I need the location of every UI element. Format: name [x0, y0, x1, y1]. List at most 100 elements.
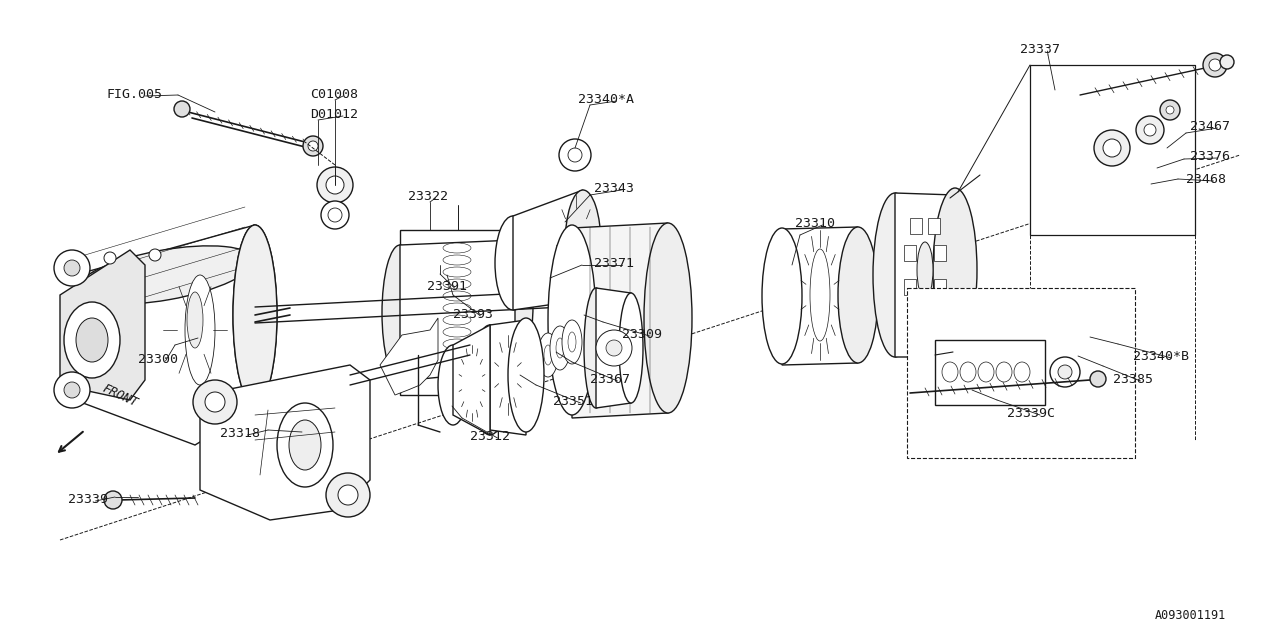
Text: 23318: 23318	[220, 427, 260, 440]
Circle shape	[1091, 371, 1106, 387]
Ellipse shape	[548, 225, 596, 415]
Circle shape	[1137, 116, 1164, 144]
Text: FIG.005: FIG.005	[108, 88, 163, 101]
Circle shape	[596, 330, 632, 366]
Ellipse shape	[1103, 139, 1121, 157]
Ellipse shape	[916, 242, 933, 298]
Circle shape	[308, 141, 317, 151]
Circle shape	[174, 101, 189, 117]
Circle shape	[326, 473, 370, 517]
Polygon shape	[782, 227, 858, 365]
Ellipse shape	[960, 362, 977, 382]
Polygon shape	[200, 365, 370, 520]
Bar	[908, 288, 1135, 458]
Ellipse shape	[443, 291, 471, 301]
Bar	[910, 307, 922, 323]
Circle shape	[321, 201, 349, 229]
Text: 23468: 23468	[1187, 173, 1226, 186]
Bar	[905, 279, 916, 295]
Polygon shape	[453, 325, 490, 435]
Ellipse shape	[438, 345, 468, 425]
Ellipse shape	[443, 267, 471, 277]
Ellipse shape	[933, 188, 977, 352]
Ellipse shape	[556, 338, 564, 358]
Circle shape	[1210, 59, 1221, 71]
Ellipse shape	[186, 275, 215, 385]
Text: 23371: 23371	[594, 257, 634, 270]
Circle shape	[303, 136, 323, 156]
Polygon shape	[895, 193, 955, 357]
Ellipse shape	[497, 240, 532, 370]
Text: 23310: 23310	[795, 217, 835, 230]
Text: 23309: 23309	[622, 328, 662, 341]
Ellipse shape	[544, 345, 552, 365]
Text: 23393: 23393	[453, 308, 493, 321]
Polygon shape	[490, 320, 526, 435]
Text: 23385: 23385	[1114, 373, 1153, 386]
Circle shape	[1203, 53, 1228, 77]
Ellipse shape	[550, 326, 570, 370]
Text: 23391: 23391	[428, 280, 467, 293]
Circle shape	[104, 252, 116, 264]
Ellipse shape	[538, 333, 558, 377]
Polygon shape	[596, 288, 631, 408]
Circle shape	[317, 167, 353, 203]
Bar	[933, 279, 946, 295]
Ellipse shape	[873, 193, 916, 357]
Circle shape	[568, 148, 582, 162]
Bar	[928, 218, 940, 234]
Ellipse shape	[233, 225, 276, 405]
Ellipse shape	[620, 293, 643, 403]
Ellipse shape	[64, 302, 120, 378]
Polygon shape	[399, 240, 515, 381]
Ellipse shape	[810, 249, 829, 341]
Text: 23340*A: 23340*A	[579, 93, 634, 106]
Text: 23367: 23367	[590, 373, 630, 386]
Text: D01012: D01012	[310, 108, 358, 121]
Circle shape	[54, 250, 90, 286]
Circle shape	[1050, 357, 1080, 387]
Ellipse shape	[443, 339, 471, 349]
Circle shape	[1160, 100, 1180, 120]
Text: 23312: 23312	[470, 430, 509, 443]
Bar	[934, 340, 1044, 405]
Circle shape	[338, 485, 358, 505]
Text: 23351: 23351	[553, 395, 593, 408]
Text: FRONT: FRONT	[100, 382, 140, 410]
Ellipse shape	[77, 246, 253, 304]
Polygon shape	[76, 225, 255, 445]
Circle shape	[104, 491, 122, 509]
Ellipse shape	[508, 318, 544, 432]
Ellipse shape	[942, 362, 957, 382]
Ellipse shape	[443, 243, 471, 253]
Ellipse shape	[1094, 130, 1130, 166]
Circle shape	[148, 249, 161, 261]
Circle shape	[205, 392, 225, 412]
Text: 23376: 23376	[1190, 150, 1230, 163]
Ellipse shape	[443, 303, 471, 313]
Bar	[933, 245, 946, 261]
Bar	[1030, 65, 1196, 235]
Ellipse shape	[996, 362, 1012, 382]
Text: 23467: 23467	[1190, 120, 1230, 133]
Circle shape	[1059, 365, 1073, 379]
Polygon shape	[513, 190, 582, 310]
Circle shape	[64, 260, 79, 276]
Ellipse shape	[584, 288, 608, 408]
Text: 23340*B: 23340*B	[1133, 350, 1189, 363]
Bar	[910, 218, 922, 234]
Ellipse shape	[443, 327, 471, 337]
Ellipse shape	[443, 255, 471, 265]
Ellipse shape	[233, 225, 276, 405]
Circle shape	[1166, 106, 1174, 114]
Ellipse shape	[978, 362, 995, 382]
Text: 23339C: 23339C	[1007, 407, 1055, 420]
Ellipse shape	[289, 420, 321, 470]
Ellipse shape	[443, 279, 471, 289]
Text: 23300: 23300	[138, 353, 178, 366]
Text: 23337: 23337	[1020, 43, 1060, 56]
Polygon shape	[60, 250, 145, 400]
Ellipse shape	[562, 320, 582, 364]
Circle shape	[193, 380, 237, 424]
Text: C01008: C01008	[310, 88, 358, 101]
